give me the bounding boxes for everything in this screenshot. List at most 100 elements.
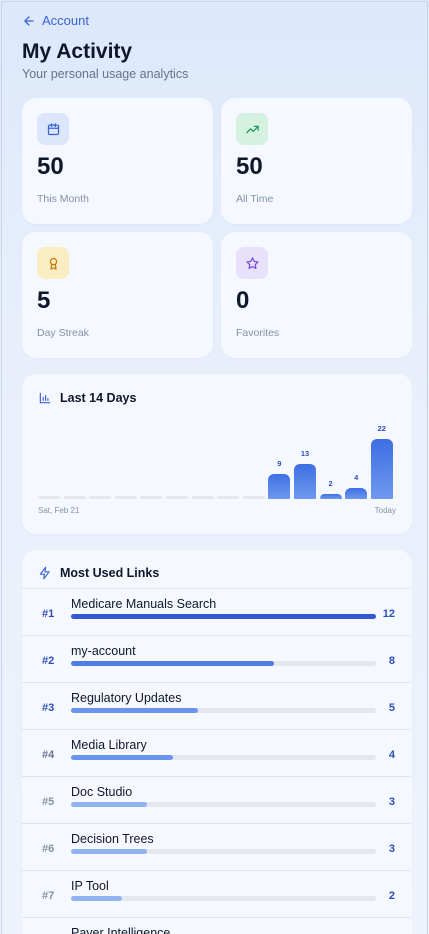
link-row[interactable]: #2 my-account 8 (22, 635, 411, 682)
bar-value-label: 9 (277, 459, 282, 469)
usage-bar-fill (71, 802, 148, 807)
link-row[interactable]: #5 Doc Studio 3 (22, 776, 411, 823)
x-axis-start-label: Sat, Feb 21 (38, 506, 80, 515)
link-row[interactable]: #8Payer Intelligence2 (22, 917, 411, 934)
trending-up-icon (236, 113, 268, 145)
usage-bar-track (71, 661, 376, 666)
link-rank: #3 (42, 702, 55, 714)
row-divider (22, 823, 411, 824)
page-title: My Activity (22, 40, 133, 63)
stat-label: This Month (37, 193, 89, 205)
chart-bar (268, 474, 291, 499)
award-icon (37, 247, 69, 279)
link-row[interactable]: #3 Regulatory Updates 5 (22, 682, 411, 729)
link-count: 5 (388, 702, 395, 714)
link-name[interactable]: Decision Trees (71, 832, 154, 846)
link-row[interactable]: #7 IP Tool 2 (22, 870, 411, 917)
stat-label: Day Streak (37, 327, 89, 339)
link-count: 12 (382, 608, 395, 620)
usage-bar-track (71, 849, 376, 854)
chart-bar (191, 496, 214, 499)
chart-bar (89, 496, 112, 499)
usage-bar-fill (71, 614, 376, 619)
stat-label: Favorites (236, 327, 280, 339)
link-name[interactable]: Media Library (71, 738, 147, 752)
chart-bar (319, 493, 342, 499)
link-rank: #2 (42, 655, 55, 667)
calendar-icon (37, 113, 69, 145)
row-divider (22, 588, 411, 589)
bar-value-label: 13 (300, 448, 310, 458)
stat-card-all-time: 50 All Time (221, 98, 412, 224)
usage-bar-track (71, 755, 376, 760)
link-count: 3 (388, 796, 395, 808)
link-row[interactable]: #1 Medicare Manuals Search 12 (22, 588, 411, 635)
stat-value: 50 (37, 153, 64, 180)
usage-bar-fill (71, 708, 199, 713)
link-count: 3 (388, 843, 395, 855)
most-used-links-card: Most Used Links #1 Medicare Manuals Searc… (22, 550, 412, 934)
usage-bar-fill (71, 896, 122, 901)
zap-icon (39, 566, 50, 580)
stat-card-this-month: 50 This Month (22, 98, 213, 224)
row-divider (22, 870, 411, 871)
links-title: Most Used Links (60, 566, 160, 580)
usage-bar-fill (71, 755, 173, 760)
stat-card-day-streak: 5 Day Streak (22, 232, 213, 358)
link-count: 2 (388, 890, 395, 902)
chart-bar (63, 496, 86, 499)
row-divider (22, 682, 411, 683)
bar-chart: 9 13 2 4 22 (38, 424, 396, 499)
link-name[interactable]: Medicare Manuals Search (71, 597, 217, 611)
chart-header: Last 14 Days (38, 391, 136, 405)
chart-title: Last 14 Days (60, 391, 137, 405)
stat-label: All Time (236, 193, 274, 205)
usage-bar-track (71, 614, 376, 619)
stat-value: 5 (37, 287, 51, 314)
link-rank: #1 (42, 608, 55, 620)
stat-card-favorites: 0 Favorites (221, 232, 412, 358)
usage-bar-track (71, 896, 376, 901)
link-rank: #6 (42, 843, 55, 855)
usage-bar-track (71, 708, 376, 713)
chart-bar (114, 496, 137, 499)
usage-bar-fill (71, 661, 275, 666)
chart-bar (38, 496, 60, 499)
link-row[interactable]: #4 Media Library 4 (22, 729, 411, 776)
link-name[interactable]: IP Tool (71, 879, 109, 893)
usage-bar-fill (71, 849, 148, 854)
link-name[interactable]: my-account (71, 644, 136, 658)
link-count: 4 (388, 749, 395, 761)
link-rank: #4 (42, 749, 55, 761)
link-rank: #7 (42, 890, 55, 902)
chart-bar (345, 488, 368, 499)
x-axis-end-label: Today (374, 506, 396, 515)
back-label[interactable]: Account (42, 13, 89, 28)
row-divider (22, 729, 411, 730)
bar-value-label: 2 (328, 478, 333, 488)
link-rank: #5 (42, 796, 55, 808)
star-icon (236, 247, 268, 279)
page-subtitle: Your personal usage analytics (22, 67, 189, 81)
bar-value-label: 22 (377, 424, 386, 433)
back-button[interactable]: Account (22, 13, 89, 28)
link-name[interactable]: Doc Studio (71, 785, 133, 799)
chart-bar (140, 496, 163, 499)
row-divider (22, 917, 411, 918)
usage-bar-track (71, 802, 376, 807)
bar-chart-icon (39, 392, 51, 404)
links-header: Most Used Links (38, 566, 159, 580)
chart-bar (294, 463, 316, 499)
chart-bar (166, 496, 188, 499)
link-count: 8 (388, 655, 395, 667)
chart-card: Last 14 Days 9 13 2 4 22 Sat, Feb 21 Today (22, 374, 412, 534)
link-name[interactable]: Payer Intelligence (71, 926, 171, 934)
stat-value: 0 (236, 287, 250, 314)
link-row[interactable]: #6 Decision Trees 3 (22, 823, 411, 870)
bar-value-label: 4 (354, 473, 359, 483)
chart-bar (217, 496, 240, 499)
link-name[interactable]: Regulatory Updates (71, 691, 182, 705)
arrow-left-icon (24, 15, 34, 26)
chart-bar (242, 496, 265, 499)
